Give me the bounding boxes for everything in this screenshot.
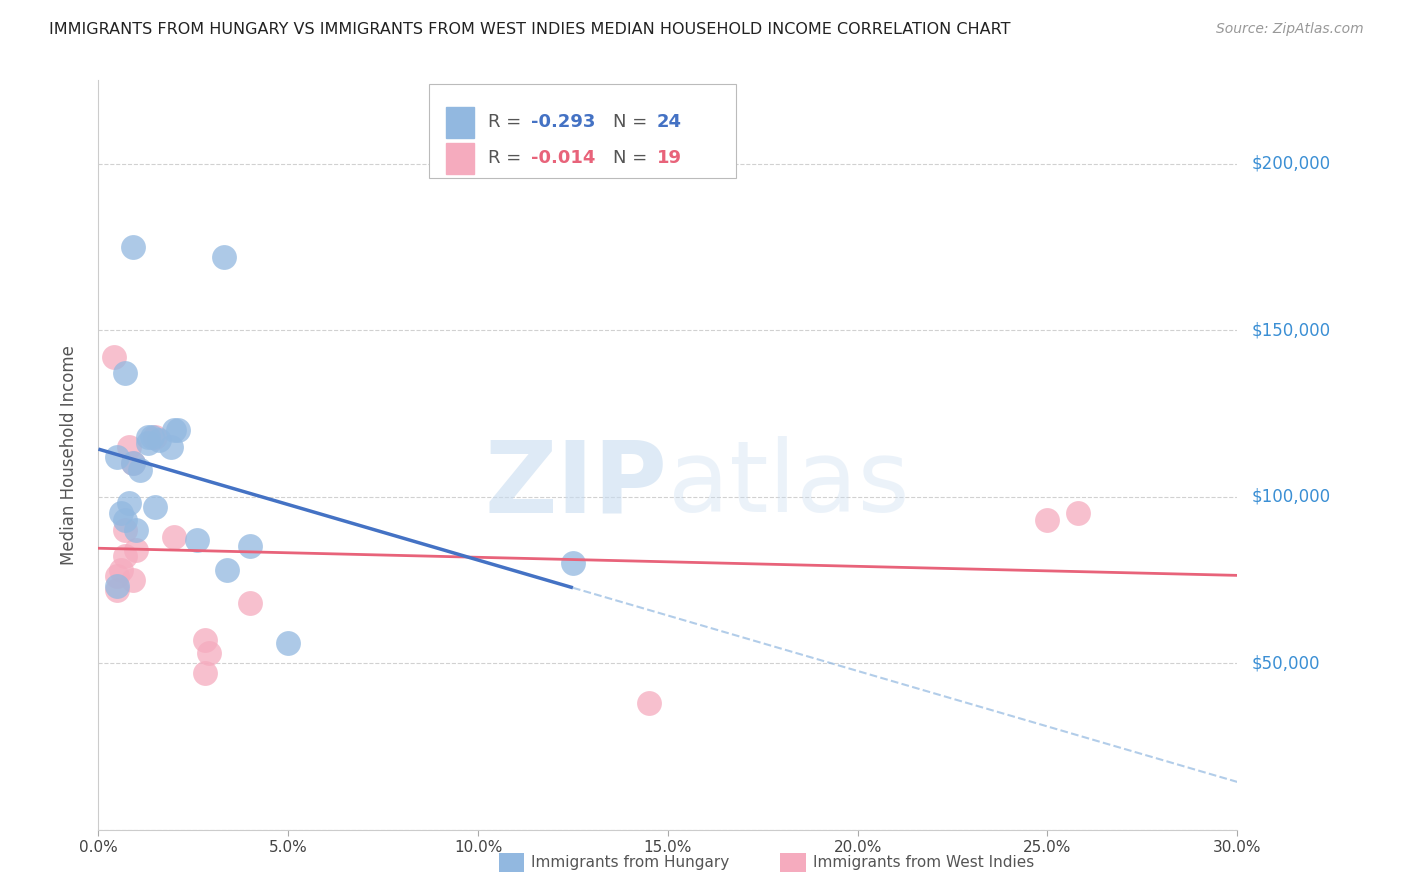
Point	[121, 456, 143, 470]
Point	[163, 423, 186, 437]
Point	[118, 440, 141, 454]
Text: 19: 19	[657, 150, 682, 168]
Text: atlas: atlas	[668, 436, 910, 533]
Text: -0.293: -0.293	[531, 113, 596, 131]
Point	[167, 423, 190, 437]
Text: $200,000: $200,000	[1251, 154, 1330, 172]
Point	[136, 429, 159, 443]
Point	[107, 579, 129, 593]
Point	[118, 496, 141, 510]
Point	[239, 596, 262, 610]
Text: R =: R =	[488, 113, 527, 131]
Point	[114, 549, 136, 564]
Point	[186, 533, 208, 547]
Point	[197, 646, 219, 660]
Point	[129, 463, 152, 477]
Point	[638, 696, 661, 710]
Point	[110, 563, 132, 577]
Point	[110, 506, 132, 520]
Point	[1036, 513, 1059, 527]
Text: 24: 24	[657, 113, 682, 131]
Point	[121, 240, 143, 254]
Point	[194, 666, 217, 681]
Point	[114, 367, 136, 381]
Point	[217, 563, 239, 577]
Point	[148, 433, 170, 447]
Point	[107, 582, 129, 597]
Point	[145, 429, 167, 443]
Point	[121, 573, 143, 587]
Point	[1067, 506, 1090, 520]
Point	[212, 250, 235, 264]
Point	[103, 350, 125, 364]
Point	[163, 529, 186, 543]
Point	[562, 556, 585, 570]
Point	[194, 632, 217, 647]
Point	[239, 540, 262, 554]
Point	[277, 636, 299, 650]
Point	[145, 500, 167, 514]
Text: -0.014: -0.014	[531, 150, 596, 168]
Point	[121, 456, 143, 470]
Bar	[446, 106, 474, 138]
FancyBboxPatch shape	[429, 84, 737, 178]
Point	[107, 569, 129, 583]
Y-axis label: Median Household Income: Median Household Income	[59, 345, 77, 565]
Text: $150,000: $150,000	[1251, 321, 1330, 339]
Text: Source: ZipAtlas.com: Source: ZipAtlas.com	[1216, 22, 1364, 37]
Text: N =: N =	[613, 113, 654, 131]
Text: $50,000: $50,000	[1251, 654, 1320, 672]
Point	[159, 440, 181, 454]
Point	[125, 542, 148, 557]
Point	[125, 523, 148, 537]
Text: $100,000: $100,000	[1251, 488, 1330, 506]
Text: Immigrants from Hungary: Immigrants from Hungary	[531, 855, 730, 870]
Point	[136, 436, 159, 450]
Text: N =: N =	[613, 150, 654, 168]
Text: Immigrants from West Indies: Immigrants from West Indies	[813, 855, 1033, 870]
Point	[114, 523, 136, 537]
Point	[141, 429, 163, 443]
Text: ZIP: ZIP	[485, 436, 668, 533]
Text: IMMIGRANTS FROM HUNGARY VS IMMIGRANTS FROM WEST INDIES MEDIAN HOUSEHOLD INCOME C: IMMIGRANTS FROM HUNGARY VS IMMIGRANTS FR…	[49, 22, 1011, 37]
Point	[114, 513, 136, 527]
Text: R =: R =	[488, 150, 527, 168]
Point	[107, 450, 129, 464]
Bar	[446, 143, 474, 174]
